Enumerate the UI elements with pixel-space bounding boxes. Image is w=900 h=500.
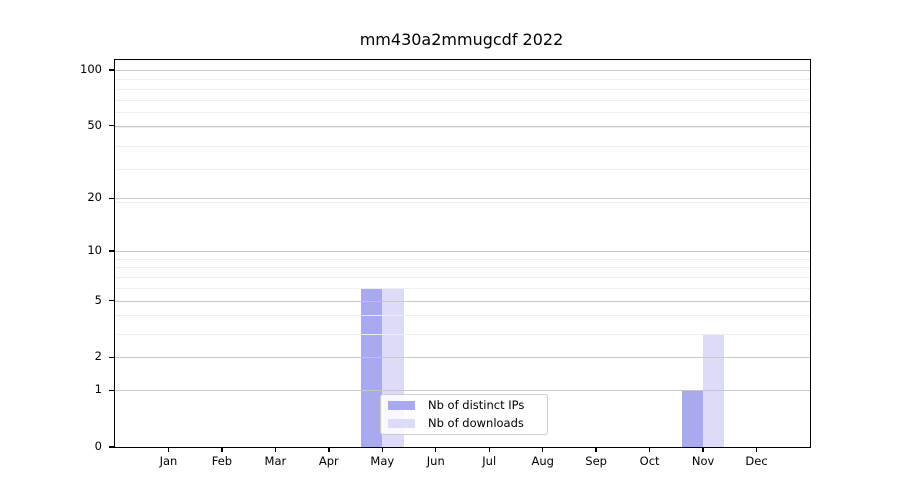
x-tick-mark [381,447,383,452]
y-major-gridline [115,198,810,200]
plot-area: Nb of distinct IPs Nb of downloads Jan20… [108,59,811,468]
bar-distinct-ips [360,288,383,447]
x-tick-month: Apr [318,454,339,468]
chart-title: mm430a2mmugcdf 2022 [359,30,564,49]
x-axis-tick-label: Oct2022 [640,454,660,469]
x-tick-month: Feb [211,454,233,468]
y-minor-gridline [115,169,810,171]
x-axis-tick-label: Feb2022 [212,454,232,469]
y-axis-tick-label: 2 [94,349,102,364]
x-tick-mark [488,447,490,452]
y-minor-gridline [115,88,810,90]
y-tick-mark [108,197,114,199]
y-tick-mark [108,356,114,358]
x-axis-tick-label: Apr2022 [319,454,339,469]
x-axis-tick-label: Dec2022 [745,454,767,469]
y-tick-mark [108,446,114,448]
y-tick-mark [108,69,114,71]
x-axis-tick-label: Sep2022 [585,454,607,469]
x-tick-mark [595,447,597,452]
bar-distinct-ips [681,390,704,447]
legend-swatch-downloads-icon [388,419,415,428]
y-axis-tick-label: 20 [87,190,102,205]
legend-item-downloads: Nb of downloads [388,417,540,430]
y-major-gridline [115,357,810,359]
y-axis-tick-label: 100 [80,61,102,76]
x-tick-mark [541,447,544,452]
x-axis-tick-label: Nov2022 [692,454,714,469]
x-tick-mark [167,447,170,452]
y-axis-tick-label: 10 [87,243,102,258]
y-minor-gridline [115,258,810,260]
y-minor-gridline [115,127,810,129]
y-tick-mark [108,125,114,127]
y-minor-gridline [115,287,810,289]
x-tick-month: May [370,454,395,468]
x-axis-tick-label: Jun2022 [427,454,445,469]
x-tick-month: Jul [482,454,497,468]
y-minor-gridline [115,99,810,101]
x-tick-month: Dec [745,454,768,468]
x-tick-mark [755,447,758,452]
legend-item-distinct-ips: Nb of distinct IPs [388,399,540,412]
x-tick-month: Mar [264,454,287,468]
x-axis-tick-label: May2022 [370,454,394,469]
y-minor-gridline [115,333,810,335]
y-axis-labels: 0 1 2 5 10 20 50 100 [0,59,102,453]
x-axis-tick-label: Jul2022 [482,454,496,469]
y-major-gridline [115,125,810,127]
x-tick-month: Jan [159,454,178,468]
y-major-gridline [115,69,810,71]
x-tick-month: Sep [585,454,607,468]
legend-label-distinct-ips: Nb of distinct IPs [428,398,525,412]
x-tick-mark [648,447,651,452]
y-minor-gridline [115,267,810,269]
legend: Nb of distinct IPs Nb of downloads [380,394,548,435]
y-major-gridline [115,390,810,392]
x-tick-mark [435,447,437,452]
x-tick-mark [221,447,223,452]
x-axis-tick-label: Mar2022 [265,454,287,469]
y-axis-tick-label: 0 [94,439,102,453]
y-minor-gridline [115,202,810,204]
x-axis-tick-label: Jan2022 [160,454,178,469]
y-axis-tick-label: 5 [94,292,102,307]
y-tick-mark [108,299,114,302]
x-tick-mark [274,447,277,452]
y-axis-tick-label: 1 [94,382,102,397]
y-minor-gridline [115,315,810,317]
legend-swatch-distinct-ips-icon [388,401,415,410]
x-tick-month: Aug [531,454,554,468]
x-tick-mark [328,447,330,452]
y-tick-mark [108,389,114,392]
y-minor-gridline [115,277,810,279]
y-axis-tick-label: 50 [87,117,102,132]
y-minor-gridline [115,145,810,147]
x-tick-month: Nov [691,454,715,468]
x-axis-tick-label: Aug2022 [531,454,553,469]
legend-label-downloads: Nb of downloads [428,416,524,430]
y-major-gridline [115,251,810,253]
y-minor-gridline [115,79,810,81]
y-minor-gridline [115,112,810,114]
y-major-gridline [115,300,810,302]
x-tick-mark [702,447,704,452]
y-tick-mark [108,250,114,252]
x-tick-month: Jun [426,454,445,468]
x-tick-month: Oct [639,454,660,468]
